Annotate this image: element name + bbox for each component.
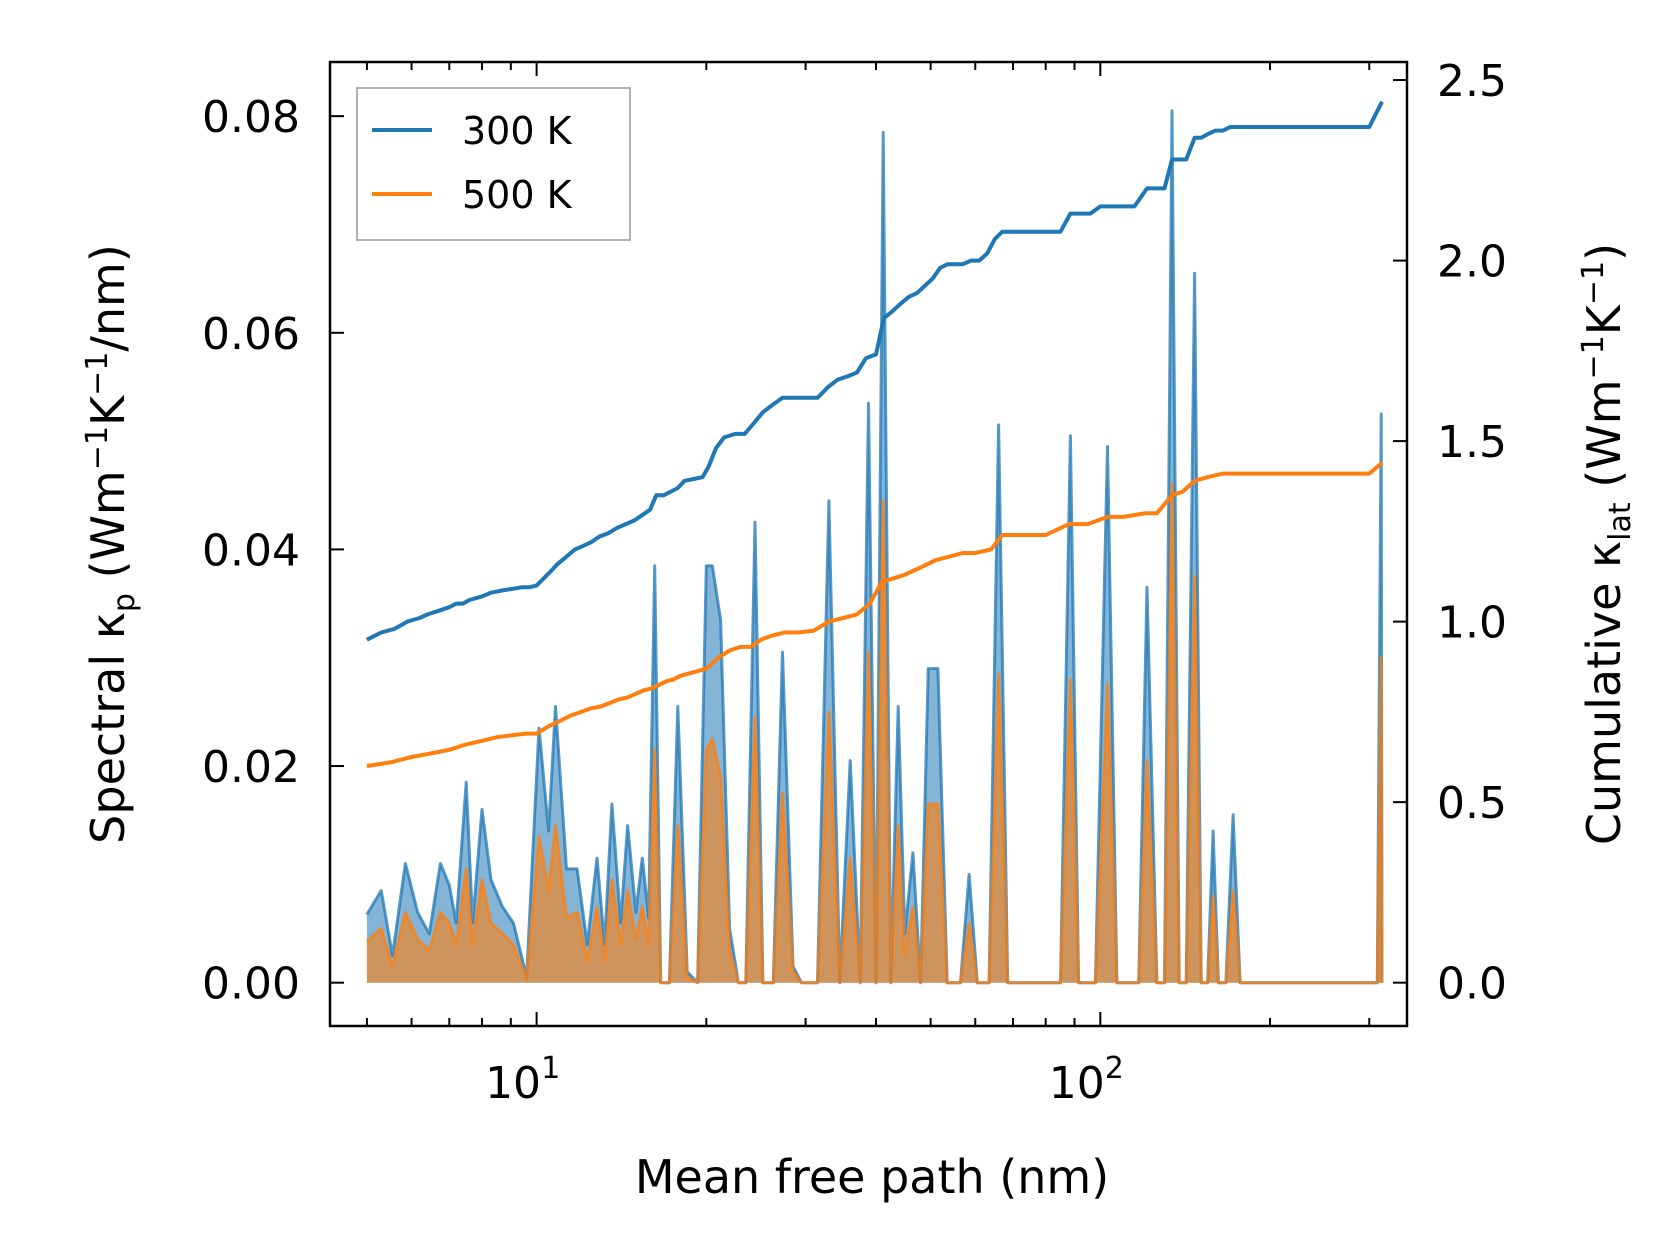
legend-frame <box>356 87 631 241</box>
y-left-tick-label: 0.02 <box>202 742 300 793</box>
legend: 300 K 500 K <box>356 87 631 241</box>
y-left-tick-label: 0.08 <box>202 92 300 143</box>
spectral-fill-500k <box>366 484 1382 983</box>
y-left-tick-label: 0.06 <box>202 309 300 360</box>
cumulative-line-500k <box>366 461 1384 768</box>
legend-label-300k: 300 K <box>462 109 573 153</box>
data-layer <box>365 100 1384 985</box>
x-axis-label: Mean free path (nm) <box>635 1150 1109 1204</box>
x-tick-label: 102 <box>1049 1051 1124 1109</box>
y-right-tick-label: 0.0 <box>1437 959 1507 1010</box>
plot-area: 101 102 0.00 0.02 0.04 0.06 0.08 0.0 0.5 1.0 1.5 2.… <box>202 56 1507 1109</box>
y-right-tick-label: 0.5 <box>1437 778 1507 829</box>
x-tick-label: 101 <box>485 1051 560 1109</box>
y-right-tick-label: 2.5 <box>1437 56 1507 107</box>
spectral-line-500k <box>365 482 1384 985</box>
y-right-tick-label: 1.5 <box>1437 417 1507 468</box>
y-left-axis-label: Spectral κp (Wm−1K−1/nm) <box>80 244 142 844</box>
legend-label-500k: 500 K <box>462 173 573 217</box>
plot-frame <box>328 60 1409 1028</box>
y-right-axis-label: Cumulative κlat (Wm−1K−1) <box>1576 243 1638 845</box>
y-right-tick-label: 2.0 <box>1437 237 1507 288</box>
cumulative-line-300k <box>366 100 1384 642</box>
y-left-tick-label: 0.04 <box>202 525 300 576</box>
y-left-tick-label: 0.00 <box>202 959 300 1010</box>
y-right-tick-label: 1.0 <box>1437 598 1507 649</box>
